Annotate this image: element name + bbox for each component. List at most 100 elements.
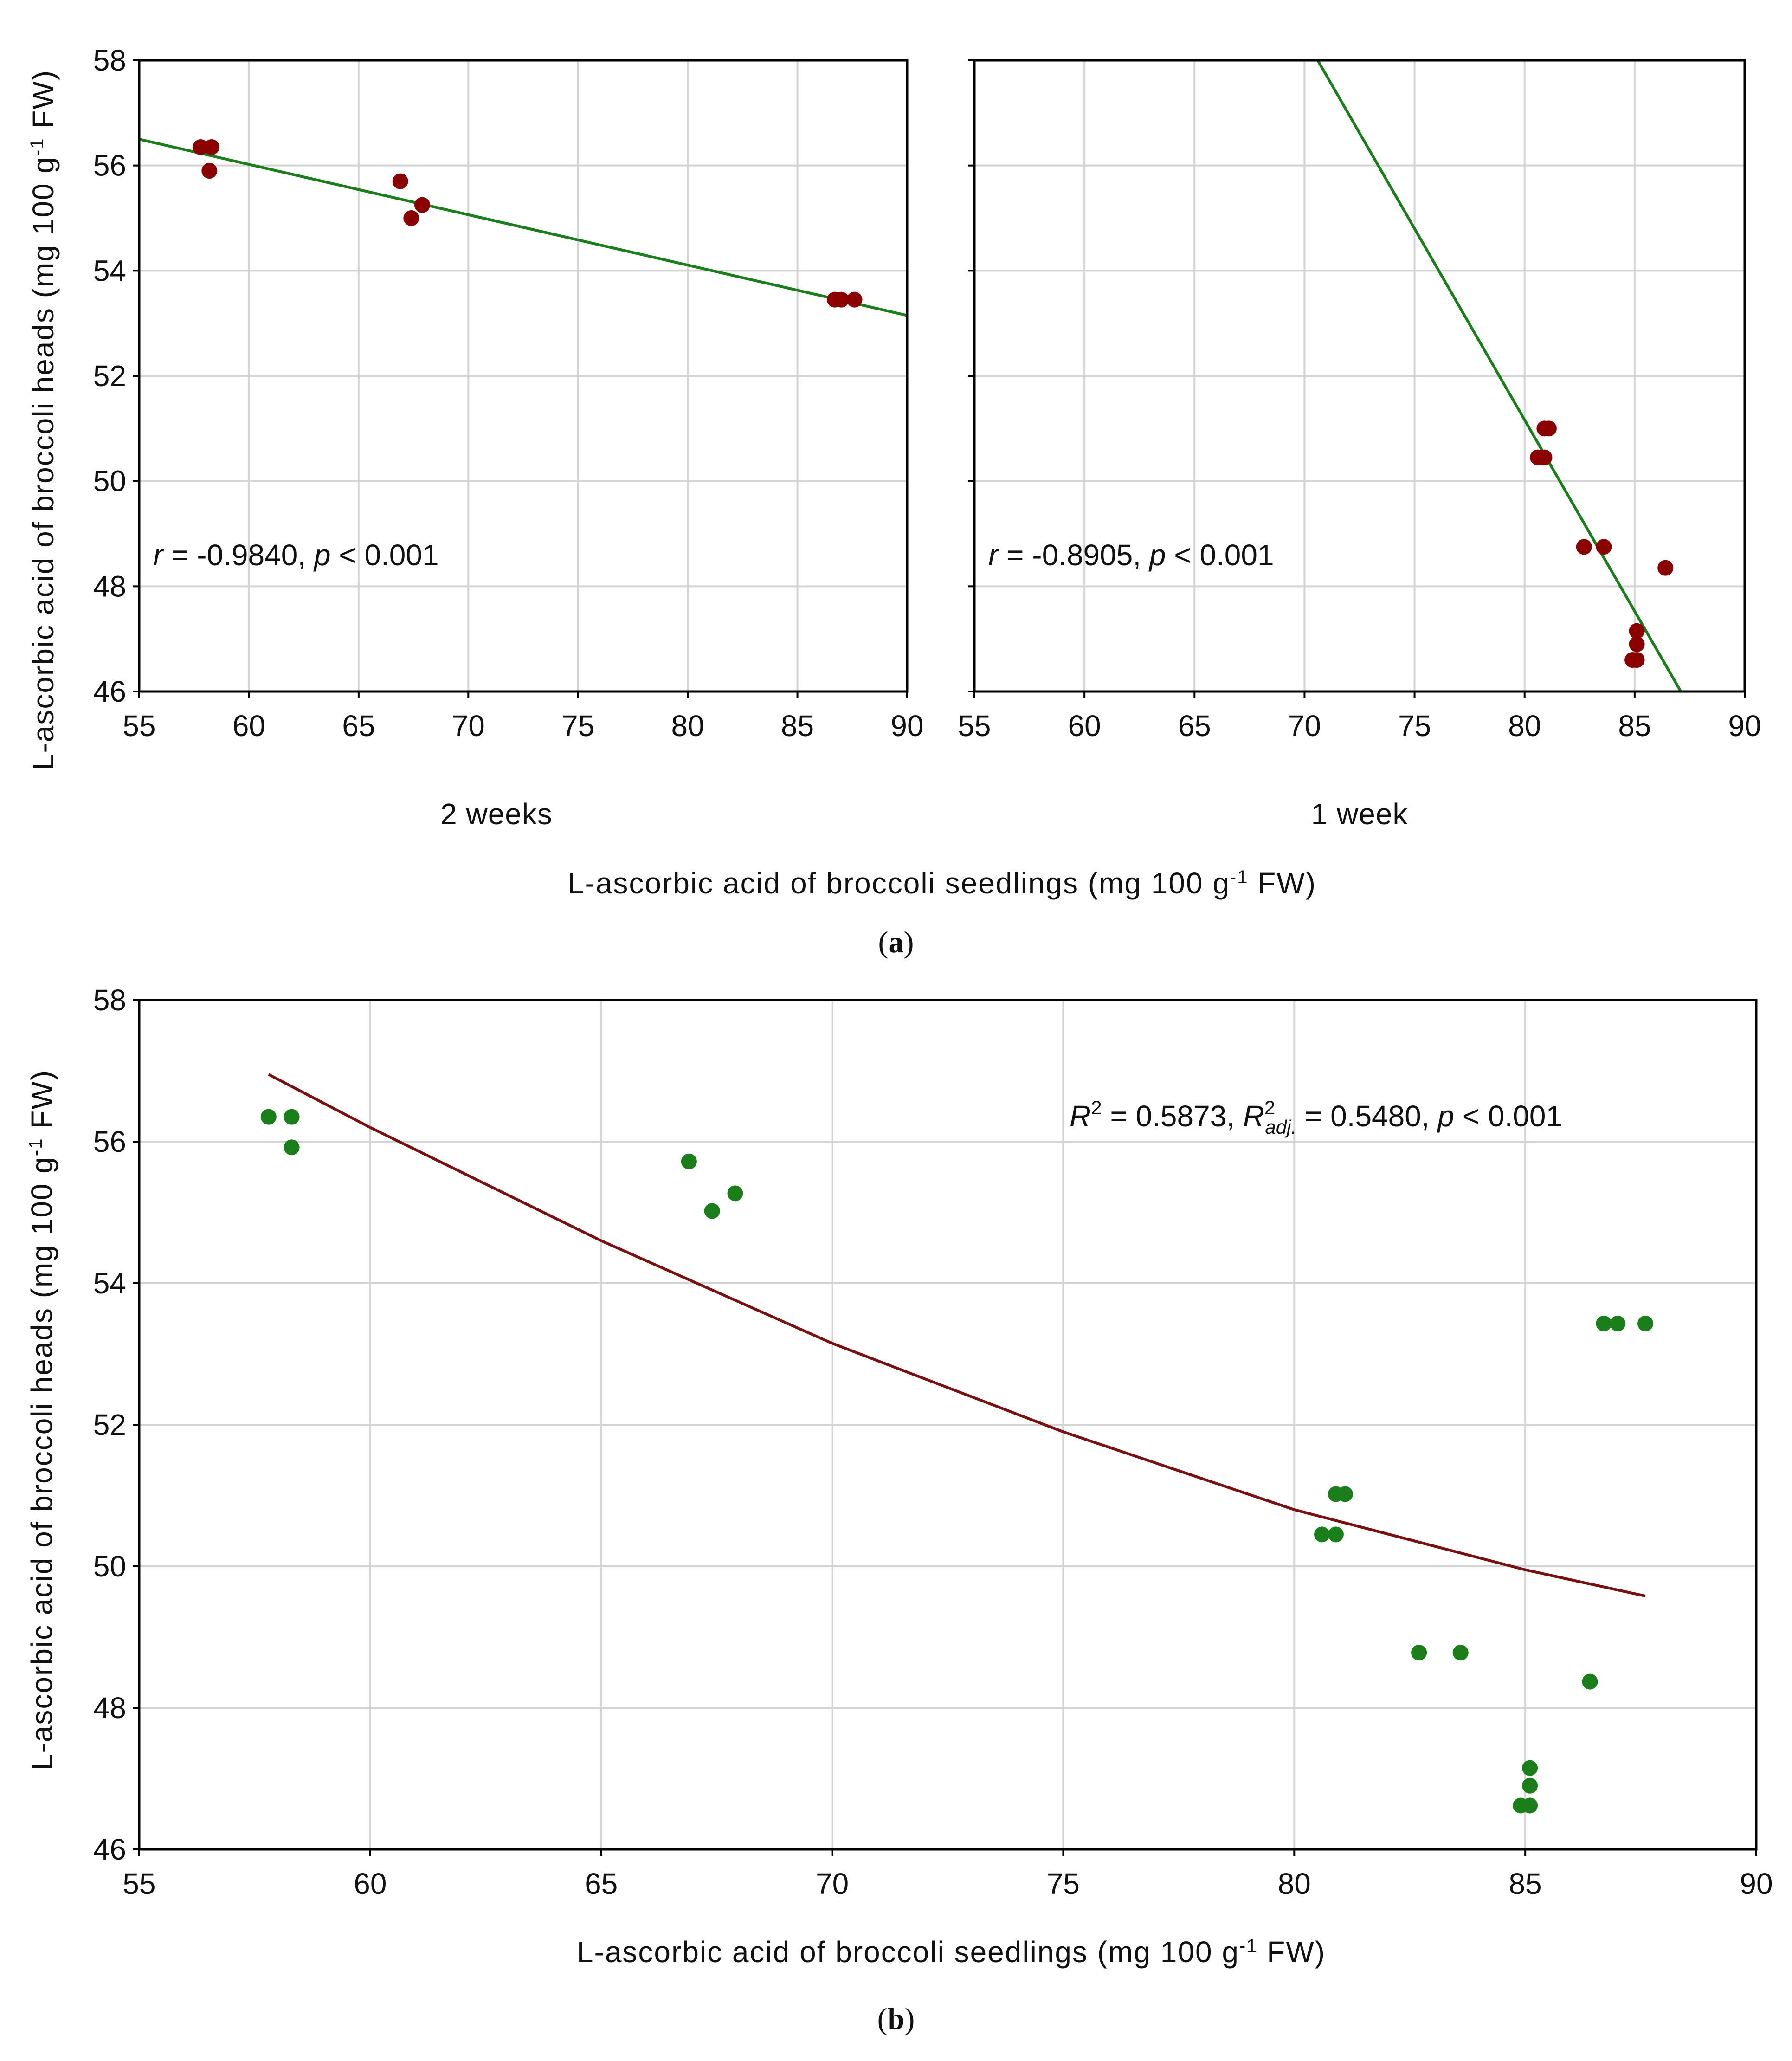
- caption-a-letter: a: [889, 925, 904, 959]
- data-point-a-right-8: [1629, 652, 1645, 668]
- data-point-a-right-3: [1541, 420, 1557, 437]
- x-tick-label-a-left-1: 60: [232, 709, 265, 743]
- data-layer-a-left: [139, 138, 907, 317]
- data-point-a-right-4: [1576, 539, 1592, 555]
- caption-b: (b): [877, 2002, 915, 2036]
- caption-b-letter: b: [888, 2002, 905, 2036]
- data-point-b-12: [1582, 1673, 1598, 1690]
- annotation-a-left: r = -0.9840, p < 0.001: [153, 538, 439, 572]
- data-point-b-11: [1452, 1645, 1469, 1661]
- y-tick-label-a-left-2: 50: [93, 465, 126, 498]
- annotation-b-Radj-sub: adj.: [1265, 1116, 1296, 1138]
- x-axis-title-a-main: L-ascorbic acid of broccoli seedlings (m…: [567, 866, 1230, 900]
- x-tick-label-a-left-2: 65: [342, 709, 375, 743]
- annotation-a-left-p: p: [313, 538, 331, 572]
- y-tick-label-a-left-6: 58: [93, 44, 126, 77]
- y-axis-title-a-sup: -1: [27, 138, 47, 156]
- x-tick-label-a-left-6: 85: [781, 709, 814, 743]
- x-tick-label-a-right-7: 90: [1728, 709, 1761, 743]
- annotation-b-R: R: [1070, 1099, 1091, 1133]
- y-tick-label-a-left-0: 46: [93, 675, 126, 708]
- data-point-a-right-1: [1536, 449, 1553, 465]
- x-tick-label-b-7: 90: [1740, 1867, 1773, 1900]
- x-axis-title-b-main: L-ascorbic acid of broccoli seedlings (m…: [577, 1935, 1239, 1969]
- y-tick-label-b-0: 46: [93, 1833, 126, 1866]
- data-point-b-5: [727, 1185, 743, 1202]
- data-point-b-16: [1522, 1760, 1538, 1776]
- y-tick-label-a-left-5: 56: [93, 149, 126, 182]
- x-axis-title-b-tail: FW): [1257, 1935, 1326, 1969]
- y-tick-label-b-6: 58: [93, 983, 126, 1017]
- data-point-b-18: [1610, 1315, 1626, 1331]
- x-tick-label-a-right-2: 65: [1178, 709, 1211, 743]
- data-point-a-right-9: [1629, 636, 1645, 652]
- x-axis-title-a-sup: -1: [1230, 867, 1249, 887]
- y-tick-label-b-5: 56: [93, 1125, 126, 1158]
- data-point-b-15: [1522, 1777, 1538, 1794]
- x-tick-label-b-0: 55: [122, 1867, 155, 1900]
- y-axis-title-b: L-ascorbic acid of broccoli heads (mg 10…: [25, 1070, 58, 1770]
- data-point-a-right-5: [1596, 539, 1612, 555]
- y-axis-title-b-tail: FW): [25, 1070, 58, 1138]
- x-axis-title-b: L-ascorbic acid of broccoli seedlings (m…: [577, 1935, 1326, 1969]
- x-tick-label-a-left-4: 75: [561, 709, 594, 743]
- x-tick-label-a-left-5: 80: [671, 709, 704, 743]
- regression-curve-b: [268, 1073, 1646, 1598]
- x-tick-label-a-left-3: 70: [452, 709, 485, 743]
- x-tick-label-b-6: 85: [1509, 1867, 1542, 1900]
- regression-line-a-left: [139, 138, 907, 317]
- x-tick-label-a-right-0: 55: [958, 709, 991, 743]
- x-tick-label-a-right-4: 75: [1398, 709, 1431, 743]
- y-tick-label-b-2: 50: [93, 1550, 126, 1583]
- data-point-b-19: [1637, 1315, 1654, 1331]
- data-point-a-right-10: [1629, 623, 1645, 639]
- x-axis-title-b-sup: -1: [1239, 1936, 1258, 1956]
- x-tick-label-a-right-5: 80: [1508, 709, 1541, 743]
- caption-a: (a): [878, 925, 914, 959]
- annotation-a-right-r: r: [988, 538, 999, 572]
- x-tick-label-b-4: 75: [1047, 1867, 1080, 1900]
- x-tick-label-a-left-0: 55: [122, 709, 155, 743]
- data-point-a-left-0: [193, 139, 209, 155]
- annotation-b: R2 = 0.5873, R2 adj. = 0.5480, p < 0.001: [1070, 1097, 1562, 1138]
- annotation-a-right-p: p: [1148, 538, 1166, 572]
- data-point-b-6: [1314, 1526, 1330, 1543]
- data-point-a-left-5: [414, 197, 430, 213]
- annotation-a-left-r-text: = -0.9840,: [163, 538, 314, 572]
- y-tick-label-a-left-3: 52: [93, 359, 126, 393]
- data-point-b-17: [1596, 1315, 1612, 1331]
- x-axis-title-a-tail: FW): [1248, 866, 1316, 900]
- annotation-a-right-r-text: = -0.8905,: [998, 538, 1149, 572]
- annotation-a-left-p-text: < 0.001: [330, 538, 438, 572]
- annotation-b-R-sup: 2: [1091, 1097, 1102, 1118]
- data-point-b-0: [260, 1109, 277, 1125]
- data-point-b-14: [1522, 1797, 1538, 1814]
- data-point-b-9: [1337, 1486, 1353, 1502]
- annotation-b-Radj: R: [1243, 1099, 1264, 1133]
- data-point-a-left-7: [833, 291, 850, 308]
- y-tick-label-a-left-1: 48: [93, 569, 126, 603]
- y-axis-title-b-main: L-ascorbic acid of broccoli heads (mg 10…: [25, 1156, 58, 1770]
- x-tick-label-b-5: 80: [1278, 1867, 1311, 1900]
- data-point-b-10: [1411, 1645, 1427, 1661]
- annotation-b-Radj-sup: 2: [1264, 1097, 1275, 1118]
- y-axis-title-a-main: L-ascorbic acid of broccoli heads (mg 10…: [26, 156, 60, 770]
- x-tick-label-b-3: 70: [816, 1867, 849, 1900]
- annotation-a-left-r: r: [153, 538, 164, 572]
- facet-label-1-week: 1 week: [1311, 797, 1408, 831]
- data-point-b-1: [284, 1109, 300, 1125]
- y-axis-title-b-sup: -1: [26, 1138, 46, 1156]
- x-tick-label-a-right-3: 70: [1288, 709, 1321, 743]
- y-tick-label-a-left-4: 54: [93, 254, 126, 287]
- data-layer-b: [260, 1073, 1654, 1814]
- y-tick-label-b-4: 54: [93, 1266, 126, 1300]
- x-tick-label-a-right-6: 85: [1618, 709, 1651, 743]
- plot-a-2-weeks: 55 60 65 70 75 80 85 90 46 48 50 52 54 56 58: [93, 44, 924, 743]
- y-tick-label-b-3: 52: [93, 1408, 126, 1441]
- data-point-b-3: [681, 1153, 697, 1169]
- regression-line-a-right: [1316, 60, 1682, 691]
- y-axis-title-a-tail: FW): [26, 70, 60, 138]
- y-tick-label-b-1: 48: [93, 1691, 126, 1725]
- x-tick-label-b-2: 65: [585, 1867, 618, 1900]
